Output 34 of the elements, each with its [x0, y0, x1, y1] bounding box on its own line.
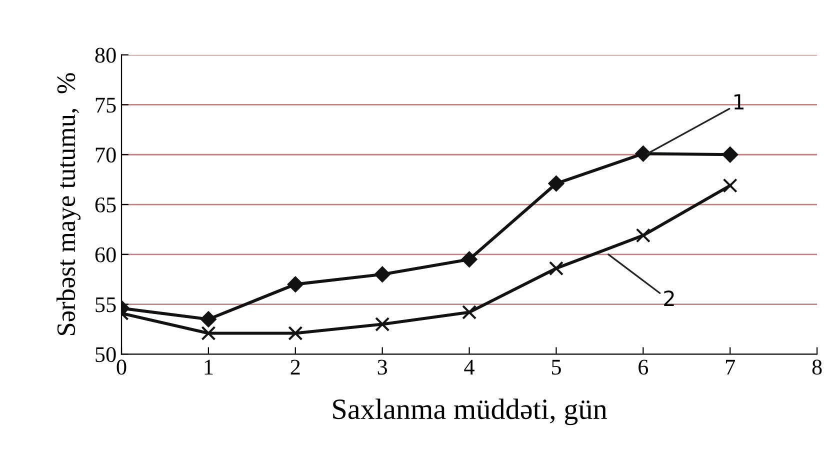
- point: [636, 228, 650, 243]
- x-tick-label: 0: [116, 360, 126, 375]
- x-tick-label: 2: [290, 360, 300, 374]
- x-axis-title: Saxlanma müddəti, gün: [333, 398, 607, 426]
- point: [462, 304, 477, 320]
- point: [374, 266, 390, 282]
- point: [375, 316, 390, 332]
- y-tick-label: 70: [96, 148, 116, 163]
- y-tick-label: 55: [96, 297, 116, 312]
- y-axis-title: Sərbəst maye tutumu, %: [56, 73, 81, 336]
- x-tick-label: 1: [204, 360, 213, 374]
- series-label: 1: [734, 94, 744, 110]
- point: [201, 326, 216, 341]
- y-tick-label: 50: [96, 347, 116, 362]
- x-tick-label: 3: [378, 360, 388, 375]
- y-tick-label: 75: [96, 98, 116, 113]
- point: [287, 276, 304, 292]
- x-tick-label: 7: [726, 360, 736, 374]
- x-tick-label: 6: [638, 360, 648, 375]
- x-tick-label: 8: [812, 360, 822, 375]
- point: [722, 178, 738, 193]
- x-tick-label: 5: [552, 360, 561, 375]
- y-tick-label: 60: [95, 247, 116, 262]
- x-tick-label: 4: [464, 360, 474, 374]
- point: [200, 311, 216, 328]
- text: 2: [664, 290, 674, 306]
- y-tick-label: 80: [95, 48, 116, 63]
- point: [722, 146, 738, 163]
- point: [635, 146, 652, 162]
- point: [548, 176, 564, 192]
- point: [461, 251, 478, 268]
- y-tick-label: 65: [95, 198, 116, 212]
- point: [288, 326, 303, 341]
- point: [548, 261, 564, 276]
